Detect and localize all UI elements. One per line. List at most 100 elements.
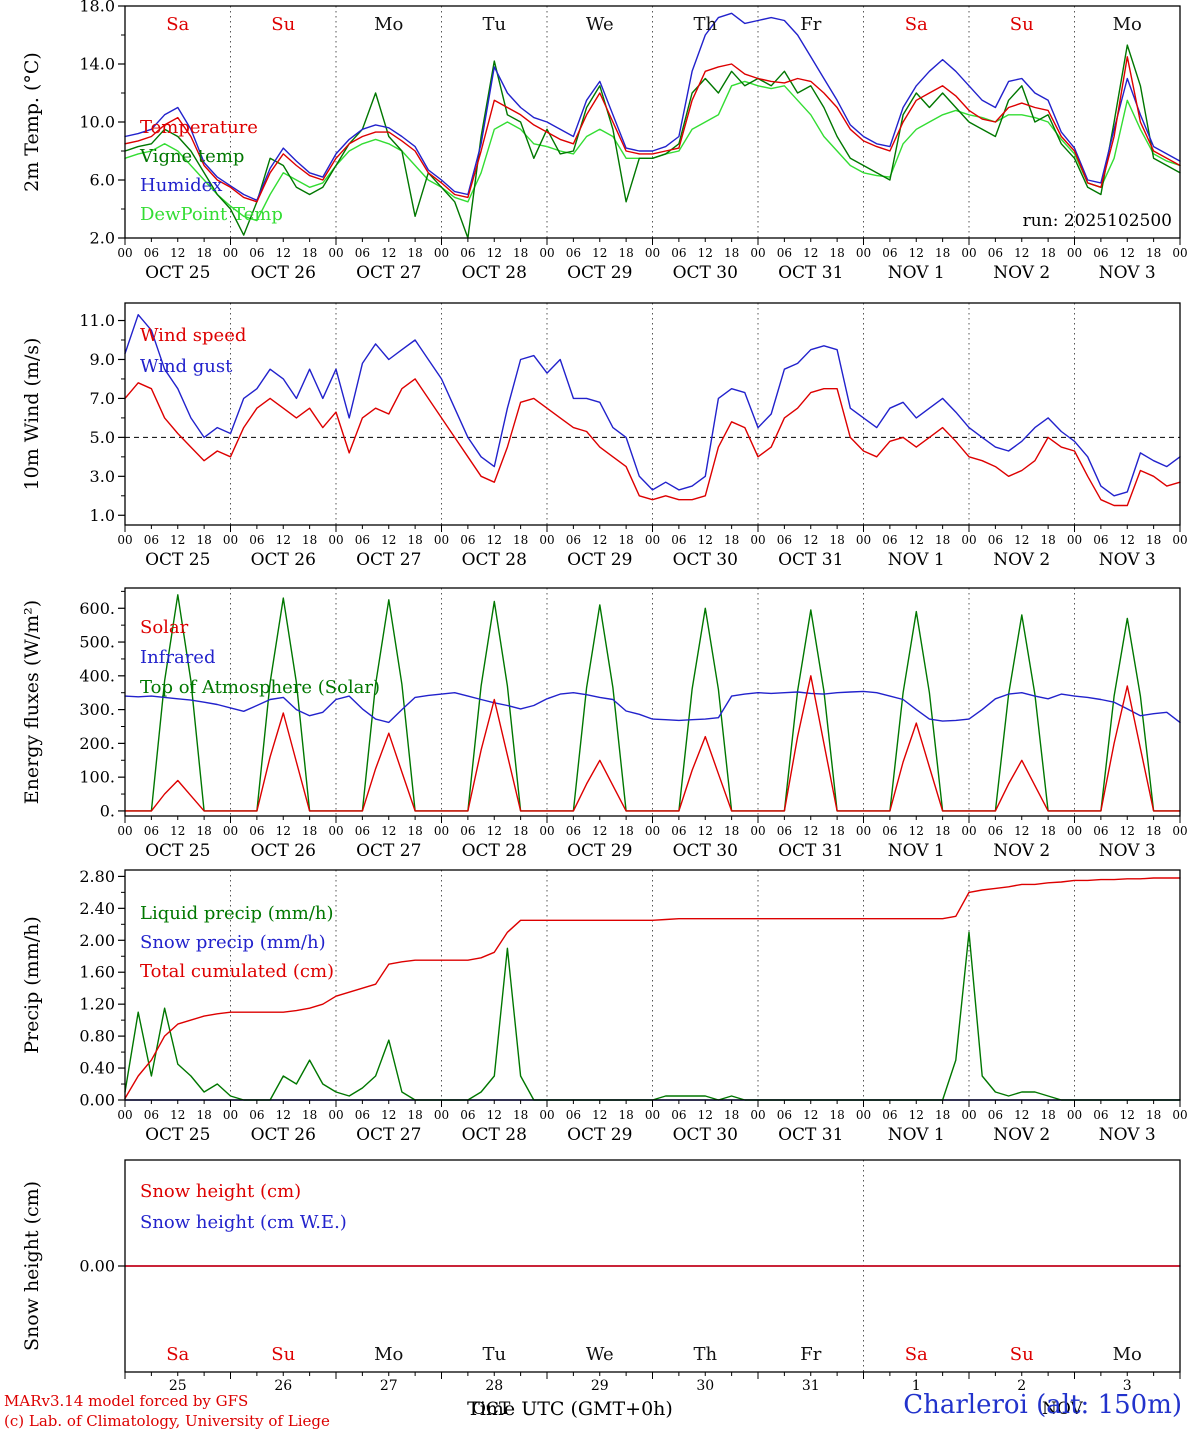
day-name-label: Mo (374, 14, 403, 35)
hour-tick-label: 00 (223, 533, 238, 547)
y-tick-label: 2.0 (90, 229, 115, 248)
date-label: OCT 29 (567, 550, 632, 570)
date-label: OCT 28 (462, 550, 527, 570)
day-name-label: Fr (800, 14, 821, 35)
date-label: OCT 25 (145, 1125, 210, 1145)
hour-tick-label: 18 (302, 533, 317, 547)
hour-tick-label: 06 (882, 824, 897, 838)
hour-tick-label: 06 (355, 1108, 370, 1122)
y-tick-label: 0.00 (79, 1091, 115, 1110)
hour-tick-label: 18 (724, 246, 739, 260)
hour-tick-label: 06 (249, 246, 264, 260)
hour-tick-label: 12 (276, 533, 291, 547)
date-label: OCT 30 (673, 263, 738, 283)
hour-tick-label: 12 (803, 824, 818, 838)
date-label: NOV 2 (993, 841, 1050, 861)
date-label: OCT 29 (567, 841, 632, 861)
y-tick-label: 0.40 (79, 1059, 115, 1078)
hour-tick-label: 12 (487, 1108, 502, 1122)
hour-tick-label: 06 (882, 246, 897, 260)
y-tick-label: 300. (79, 700, 115, 719)
y-tick-label: 0.80 (79, 1027, 115, 1046)
hour-tick-label: 00 (1172, 533, 1187, 547)
hour-tick-label: 00 (539, 1108, 554, 1122)
date-number-label: 27 (380, 1378, 398, 1394)
hour-tick-label: 06 (671, 824, 686, 838)
day-name-label: Th (693, 1344, 717, 1365)
hour-tick-label: 00 (328, 533, 343, 547)
hour-tick-label: 00 (434, 1108, 449, 1122)
day-name-label: Mo (374, 1344, 403, 1365)
hour-tick-label: 18 (618, 824, 633, 838)
hour-tick-label: 18 (618, 1108, 633, 1122)
hour-tick-label: 12 (1014, 824, 1029, 838)
hour-tick-label: 06 (460, 824, 475, 838)
y-tick-label: 1.0 (90, 506, 115, 525)
date-number-label: 1 (912, 1378, 921, 1394)
y-tick-label: 400. (79, 666, 115, 685)
hour-tick-label: 18 (724, 824, 739, 838)
date-label: OCT 26 (251, 550, 316, 570)
hour-tick-label: 12 (1014, 533, 1029, 547)
panel-border (124, 587, 1181, 817)
hour-tick-label: 12 (909, 1108, 924, 1122)
day-name-label: Mo (1113, 14, 1142, 35)
date-label: NOV 3 (1099, 1125, 1156, 1145)
series-wind-speed (124, 378, 1181, 507)
precip-panel: 0.00 0.40 0.80 1.20 1.60 2.00 2.40 2.80 00 06 12 18… (21, 867, 1188, 1145)
hour-tick-label: 00 (1067, 1108, 1082, 1122)
hour-tick-label: 12 (698, 1108, 713, 1122)
hour-tick-label: 18 (1040, 246, 1055, 260)
date-number-label: 25 (169, 1378, 187, 1394)
hour-tick-label: 00 (856, 246, 871, 260)
legend-item: Infrared (140, 647, 215, 668)
hour-tick-label: 12 (487, 246, 502, 260)
hour-tick-label: 06 (671, 246, 686, 260)
model-credit-line2: (c) Lab. of Climatology, University of L… (4, 1412, 330, 1430)
hour-tick-label: 06 (144, 246, 159, 260)
series-total-cumulated-cm- (124, 877, 1181, 1100)
hour-tick-label: 00 (434, 246, 449, 260)
hour-tick-label: 00 (750, 246, 765, 260)
day-name-label: Mo (1113, 1344, 1142, 1365)
legend-item: Humidex (140, 175, 222, 196)
time-axis-title: Time UTC (GMT+0h) (467, 1398, 673, 1420)
hour-tick-label: 06 (882, 533, 897, 547)
hour-tick-label: 00 (1172, 1108, 1187, 1122)
date-number-label: 2 (1017, 1378, 1026, 1394)
hour-tick-label: 00 (645, 533, 660, 547)
day-name-label: Sa (905, 14, 928, 35)
hour-tick-label: 00 (223, 246, 238, 260)
hour-tick-label: 12 (803, 246, 818, 260)
hour-tick-label: 00 (539, 824, 554, 838)
y-tick-label: 100. (79, 768, 115, 787)
hour-tick-label: 12 (276, 824, 291, 838)
series-wind-gust (124, 314, 1181, 497)
hour-tick-label: 06 (460, 1108, 475, 1122)
hour-tick-label: 12 (592, 1108, 607, 1122)
date-label: OCT 27 (356, 841, 421, 861)
hour-tick-label: 12 (170, 1108, 185, 1122)
month-label-oct: OCT (472, 1399, 511, 1419)
hour-tick-label: 00 (645, 824, 660, 838)
date-label: OCT 28 (462, 263, 527, 283)
date-number-label: 29 (591, 1378, 609, 1394)
hour-tick-label: 06 (988, 1108, 1003, 1122)
day-name-label: Sa (166, 1344, 189, 1365)
hour-tick-label: 18 (829, 246, 844, 260)
y-tick-label: 11.0 (79, 311, 115, 330)
hour-tick-label: 12 (170, 246, 185, 260)
date-number-label: 31 (802, 1378, 820, 1394)
hour-tick-label: 06 (460, 533, 475, 547)
hour-tick-label: 00 (328, 1108, 343, 1122)
hour-tick-label: 06 (671, 1108, 686, 1122)
hour-tick-label: 06 (882, 1108, 897, 1122)
hour-tick-label: 12 (170, 533, 185, 547)
day-name-label: Sa (166, 14, 189, 35)
y-tick-label: 14.0 (79, 55, 115, 74)
hour-tick-label: 18 (618, 533, 633, 547)
hour-tick-label: 18 (196, 533, 211, 547)
date-label: NOV 2 (993, 263, 1050, 283)
hour-tick-label: 12 (1120, 533, 1135, 547)
